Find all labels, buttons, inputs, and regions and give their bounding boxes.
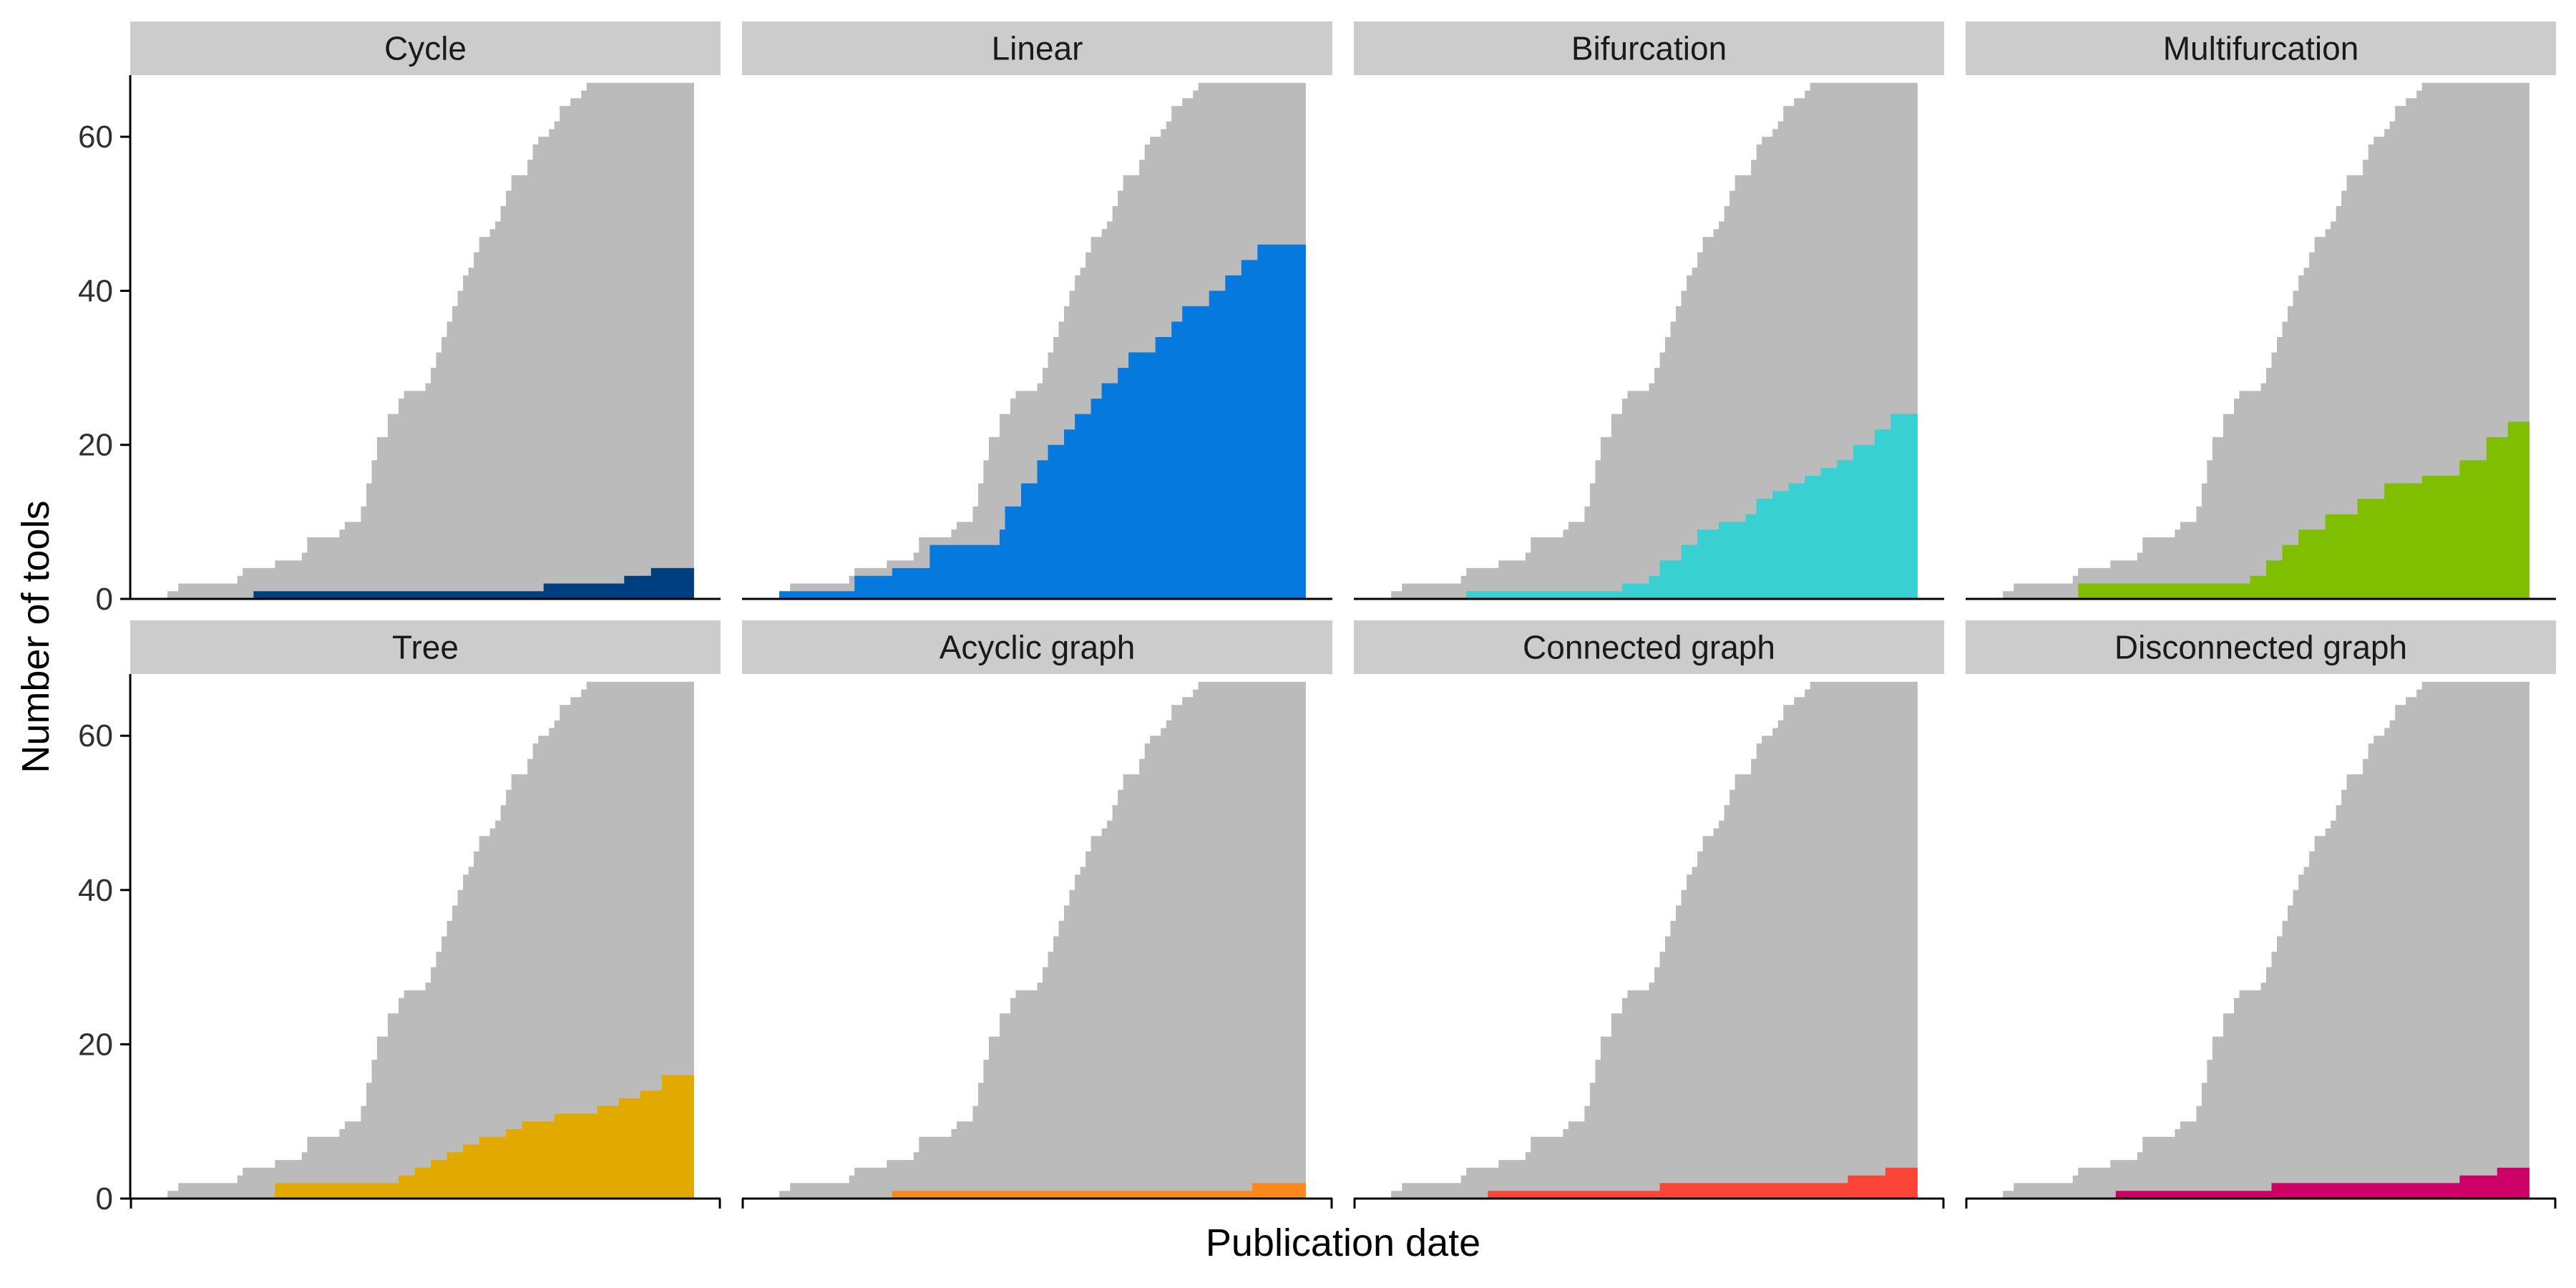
- facet-strip: [1354, 620, 1944, 674]
- facet-strip: [742, 620, 1332, 674]
- total-area: [2003, 681, 2529, 1199]
- facet-tree: Tree 0 20 40 60: [78, 620, 721, 1216]
- facet-strip: [1966, 21, 2556, 75]
- facet-strip-label: Linear: [992, 30, 1083, 67]
- facet-multifurcation: Multifurcation: [1966, 21, 2556, 600]
- facet-acyclic-graph: Acyclic graph: [741, 620, 1333, 1209]
- series-area: [2078, 421, 2529, 599]
- series-area: [1466, 406, 1918, 599]
- total-area: [1391, 681, 1918, 1199]
- facet-strip: [1354, 21, 1944, 75]
- total-area: [779, 681, 1306, 1199]
- series-area: [253, 567, 694, 599]
- series-area: [779, 244, 1306, 599]
- facet-strip-label: Bifurcation: [1571, 30, 1727, 67]
- total-area: [167, 82, 694, 600]
- facet-connected-graph: Connected graph: [1353, 620, 1945, 1209]
- facet-strip: [130, 620, 721, 674]
- y-tick-label: 40: [78, 873, 113, 908]
- facet-strip-label: Connected graph: [1523, 629, 1775, 666]
- y-axis-title: Number of tools: [14, 500, 57, 773]
- total-area: [167, 681, 694, 1199]
- facet-strip-label: Acyclic graph: [940, 629, 1136, 666]
- y-tick-label: 20: [78, 428, 113, 463]
- y-tick-label: 0: [96, 1181, 113, 1216]
- x-axis-title: Publication date: [1206, 1221, 1480, 1264]
- series-area: [275, 1060, 694, 1199]
- series-area: [892, 1183, 1306, 1199]
- facet-strip: [1966, 620, 2556, 674]
- facet-linear: Linear: [742, 21, 1332, 600]
- total-area: [1391, 82, 1918, 600]
- facet-strip-label: Cycle: [384, 30, 467, 67]
- y-tick-label: 60: [78, 119, 113, 155]
- facet-cycle: Cycle 0 20 40 60: [78, 21, 721, 617]
- total-area: [2003, 82, 2529, 600]
- facet-strip-label: Tree: [392, 629, 459, 666]
- facet-bifurcation: Bifurcation: [1354, 21, 1944, 600]
- y-tick-label: 60: [78, 718, 113, 753]
- series-area: [2115, 1167, 2529, 1199]
- facet-disconnected-graph: Disconnected graph: [1965, 620, 2557, 1209]
- y-tick-label: 0: [96, 582, 113, 617]
- facet-strip: [130, 21, 721, 75]
- facet-panels: Cycle 0 20 40 60 Linear Bifurcation Multifurcat…: [78, 21, 2557, 1216]
- facet-strip-label: Multifurcation: [2163, 30, 2359, 67]
- facet-strip-label: Disconnected graph: [2114, 629, 2407, 666]
- y-tick-label: 20: [78, 1027, 113, 1062]
- y-tick-label: 40: [78, 273, 113, 308]
- series-area: [1488, 1167, 1918, 1199]
- facet-strip: [742, 21, 1332, 75]
